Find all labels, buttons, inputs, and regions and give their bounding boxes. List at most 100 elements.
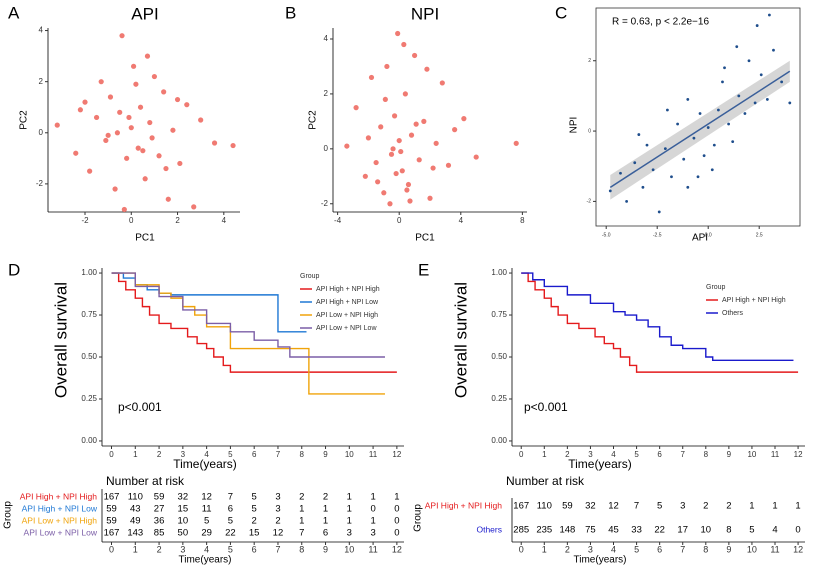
point — [399, 168, 405, 174]
risk-count: 6 — [323, 528, 328, 539]
point — [407, 198, 413, 204]
point — [717, 108, 720, 112]
point — [133, 81, 139, 87]
risk-count: 0 — [394, 504, 399, 515]
point — [743, 112, 747, 115]
y-axis-label: Overall survival — [451, 282, 470, 398]
point — [388, 151, 395, 157]
point — [184, 102, 190, 108]
point — [433, 140, 439, 146]
p-value: p<0.001 — [118, 400, 162, 414]
risk-count: 1 — [347, 492, 352, 503]
risk-x-tick-label: 7 — [680, 544, 685, 554]
risk-x-label: Time(years) — [574, 555, 627, 566]
x-tick-label: 2 — [565, 450, 570, 459]
point — [663, 147, 667, 151]
x-tick-label: 6 — [657, 450, 662, 459]
annotation: R = 0.63, p < 2.2e−16 — [612, 17, 709, 28]
point — [128, 125, 134, 131]
risk-count: 7 — [228, 492, 233, 503]
point — [87, 168, 93, 174]
point — [666, 108, 669, 112]
x-tick-label: 2.5 — [756, 232, 763, 238]
risk-count: 1 — [323, 516, 328, 527]
point — [439, 80, 445, 86]
point — [54, 122, 60, 128]
risk-count: 5 — [228, 516, 233, 527]
point — [163, 165, 169, 172]
risk-count: 8 — [726, 525, 731, 536]
risk-x-tick-label: 8 — [703, 544, 708, 554]
risk-count: 59 — [106, 516, 117, 527]
risk-count: 59 — [154, 492, 165, 503]
risk-count: 110 — [537, 501, 552, 512]
point — [156, 153, 162, 159]
y-axis-label: PC2 — [308, 110, 319, 130]
risk-count: 7 — [634, 501, 639, 512]
risk-group-label: API Low + NPI High — [22, 515, 98, 525]
risk-x-tick-label: 2 — [565, 544, 570, 554]
x-tick-label: 4 — [222, 216, 227, 225]
point — [721, 80, 724, 84]
point — [177, 160, 183, 167]
risk-count: 32 — [585, 501, 596, 512]
point — [381, 190, 387, 196]
point — [461, 116, 467, 122]
x-tick-label: 0 — [129, 216, 134, 225]
panel-label: A — [8, 3, 20, 22]
risk-x-tick-label: 12 — [392, 544, 402, 554]
point — [657, 210, 661, 214]
point — [191, 204, 197, 210]
legend-title: Group — [706, 284, 726, 291]
point — [641, 185, 645, 189]
point — [702, 154, 706, 158]
point — [382, 96, 388, 103]
point — [710, 168, 714, 172]
risk-count: 15 — [249, 528, 260, 539]
point — [404, 187, 410, 193]
risk-x-tick-label: 11 — [368, 544, 377, 554]
risk-count: 5 — [749, 525, 754, 536]
risk-count: 1 — [347, 516, 352, 527]
risk-count: 12 — [201, 492, 212, 503]
risk-x-tick-label: 4 — [204, 544, 209, 554]
point — [353, 105, 359, 111]
point — [362, 173, 368, 179]
risk-count: 10 — [178, 516, 189, 527]
risk-group-label: Others — [476, 524, 502, 534]
risk-count: 3 — [275, 504, 280, 515]
risk-x-tick-label: 10 — [344, 544, 354, 554]
risk-count: 3 — [347, 528, 352, 539]
y-tick-label: 4 — [39, 26, 44, 35]
point — [759, 73, 763, 77]
point — [412, 52, 418, 59]
point — [727, 122, 730, 126]
point — [140, 148, 146, 154]
point — [682, 157, 686, 161]
y-tick-label: 1.00 — [491, 268, 507, 277]
risk-x-tick-label: 1 — [542, 544, 547, 554]
x-tick-label: 7 — [680, 450, 685, 459]
x-axis-label: PC1 — [415, 233, 435, 244]
legend-label: API High + NPI Low — [316, 299, 379, 306]
y-tick-label: 0 — [324, 144, 329, 153]
point — [686, 98, 690, 101]
risk-count: 22 — [225, 528, 236, 539]
risk-count: 12 — [273, 528, 284, 539]
y-tick-label: 0.50 — [491, 352, 507, 361]
x-tick-label: 2 — [157, 450, 162, 459]
x-tick-label: 6 — [252, 450, 257, 459]
point — [112, 186, 118, 192]
point — [645, 143, 649, 147]
risk-title: Number at risk — [506, 474, 585, 488]
risk-count: 1 — [323, 504, 328, 515]
point — [211, 140, 218, 146]
risk-count: 110 — [128, 492, 143, 503]
point — [608, 189, 612, 193]
point — [170, 127, 176, 133]
point — [149, 135, 155, 141]
risk-x-tick-label: 5 — [634, 544, 639, 554]
point — [513, 140, 519, 146]
risk-count: 2 — [323, 492, 328, 503]
risk-count: 3 — [680, 501, 685, 512]
